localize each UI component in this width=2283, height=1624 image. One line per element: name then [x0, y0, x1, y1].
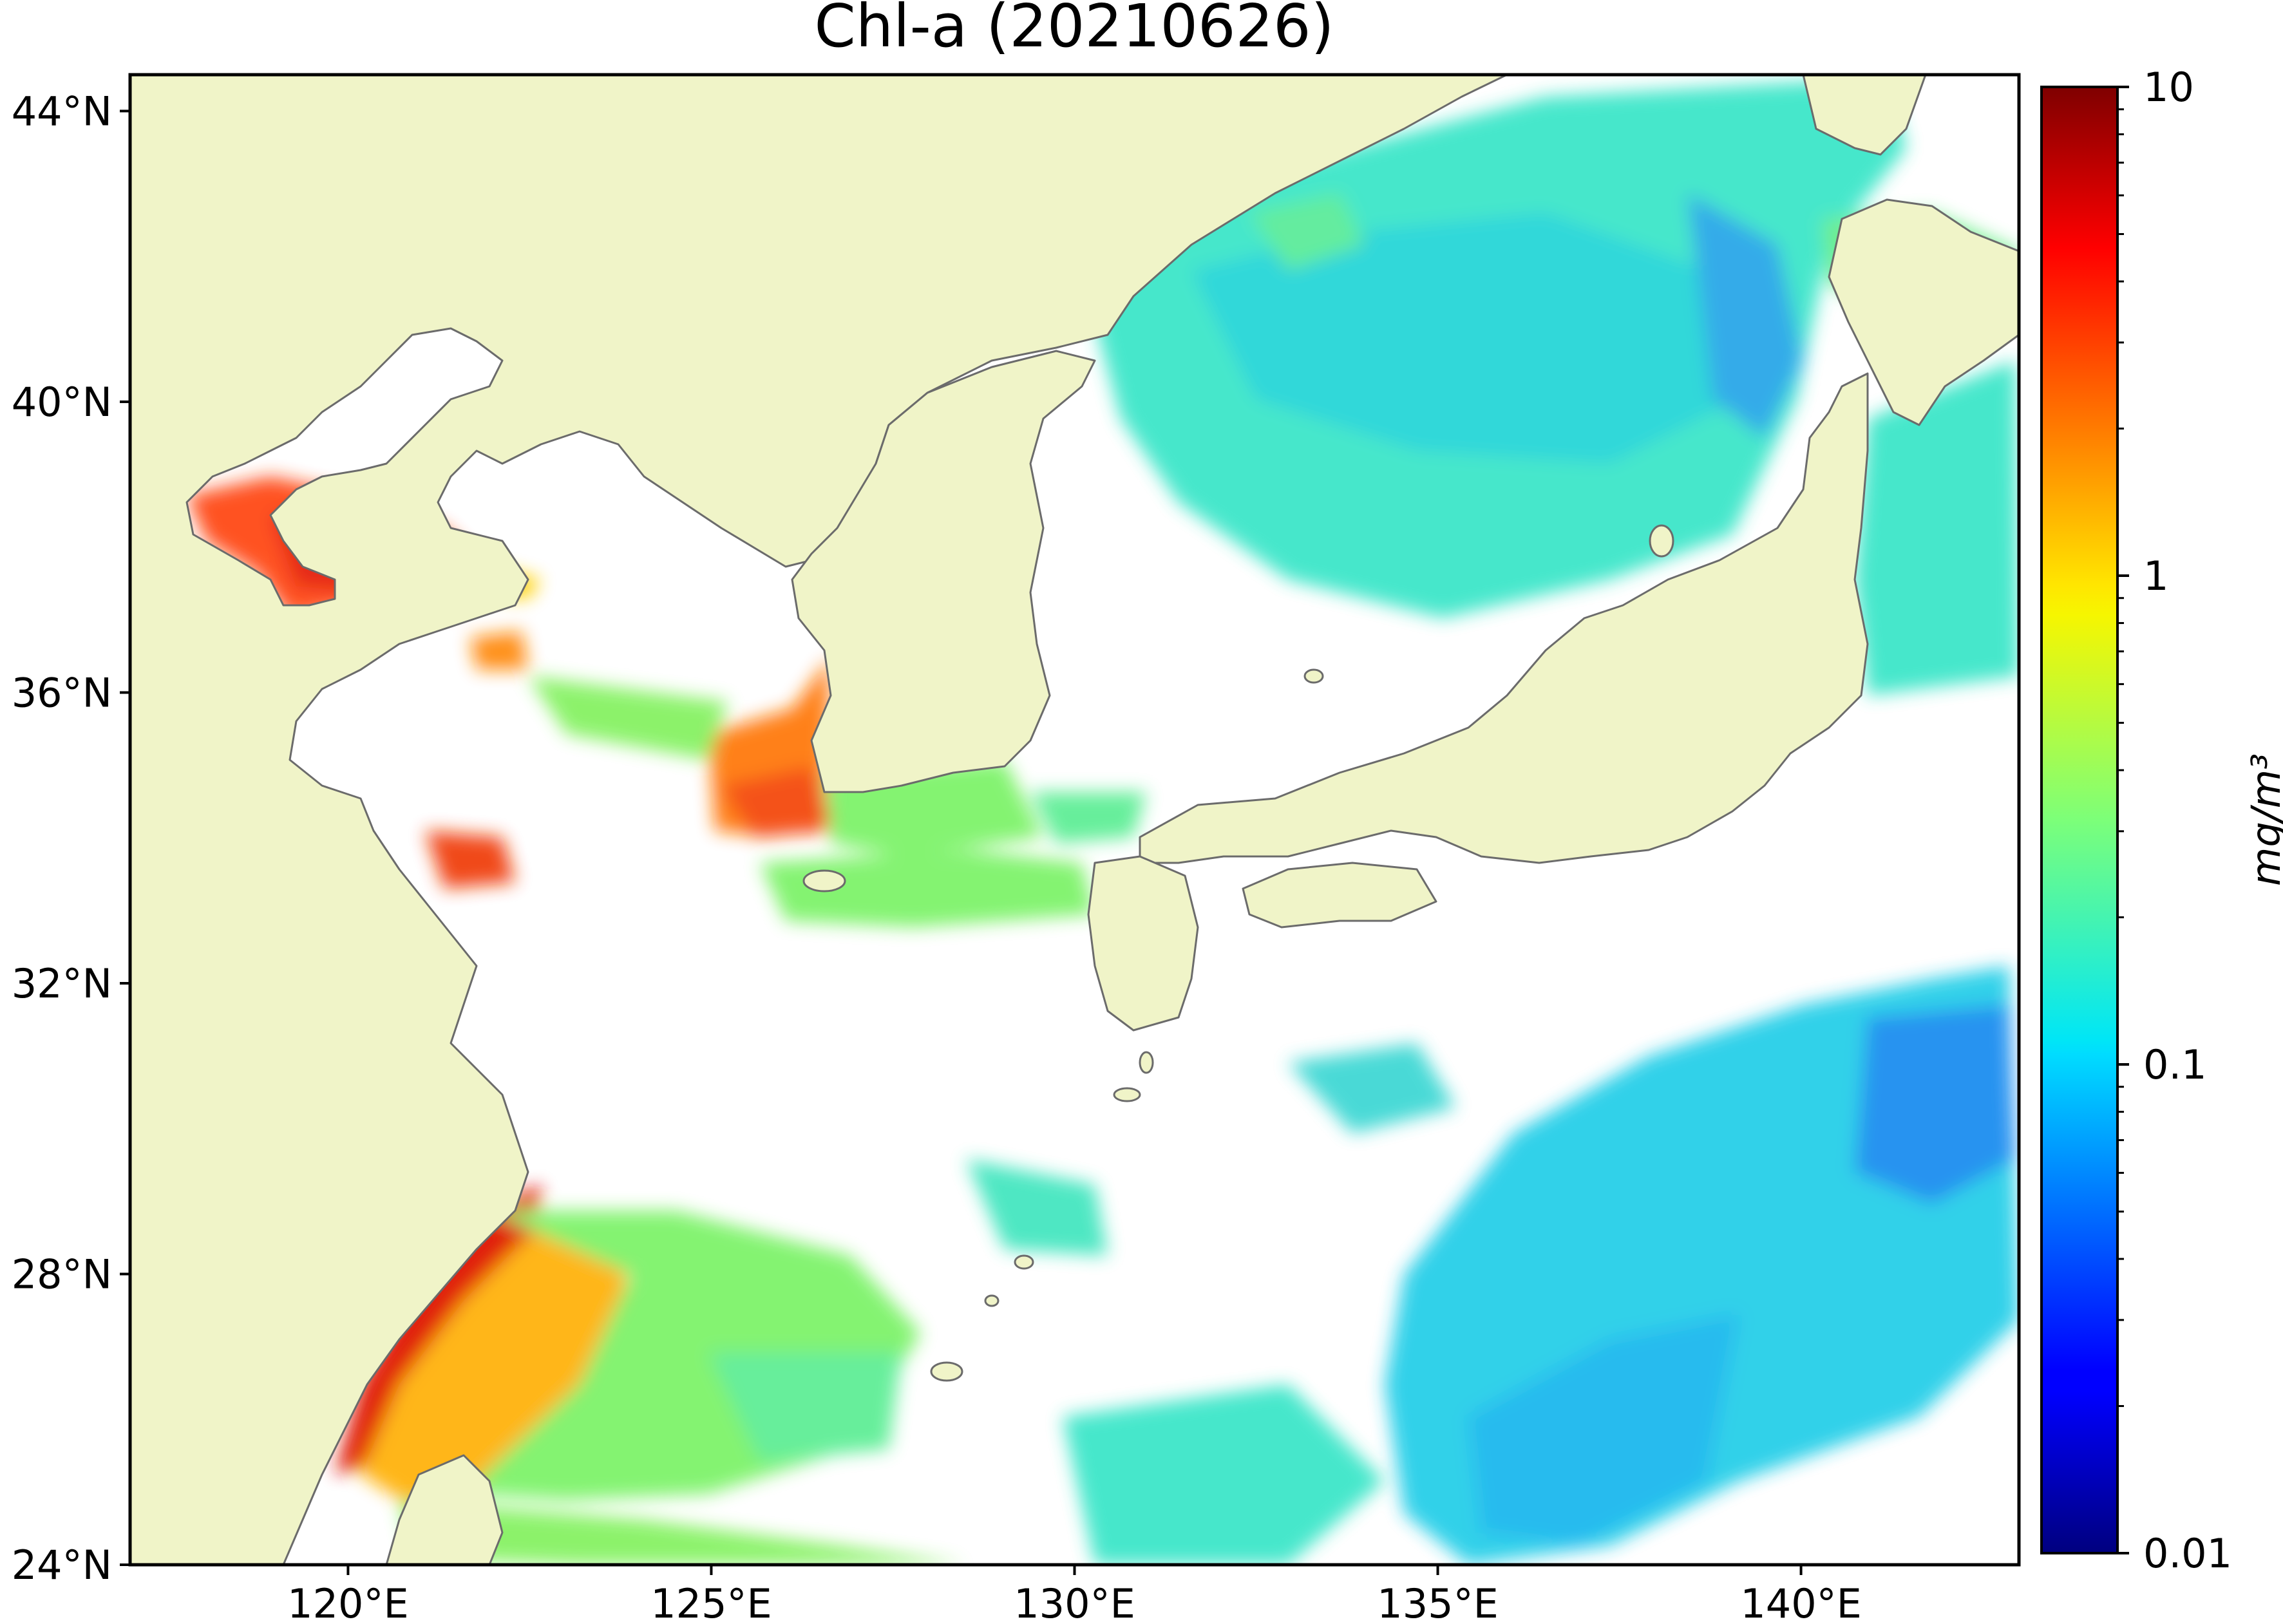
- land-amami: [1113, 1087, 1141, 1102]
- colorbar-tick-label: 0.01: [2143, 1530, 2232, 1577]
- colorbar: 0.01 0.1 1 10 mg/m³: [2040, 64, 2283, 1577]
- land-oki: [1303, 668, 1324, 684]
- lat-tick-label: 28°N: [12, 1251, 112, 1298]
- land-jeju: [802, 869, 846, 892]
- lat-tick-label: 36°N: [12, 669, 112, 716]
- lon-tick-label: 125°E: [650, 1580, 772, 1624]
- land-tanegashima: [1139, 1051, 1154, 1074]
- lon-tick-label: 140°E: [1740, 1580, 1862, 1624]
- lat-tick-label: 32°N: [12, 960, 112, 1007]
- colorbar-tick-label: 1: [2143, 552, 2168, 600]
- land-taiwan: [385, 1454, 504, 1565]
- lat-tick-label: 40°N: [12, 379, 112, 426]
- land-asia-mainland: [130, 75, 1508, 1565]
- lon-tick-label: 120°E: [287, 1580, 409, 1624]
- land-sakhalin: [1802, 75, 1927, 156]
- lon-tick-label: 135°E: [1377, 1580, 1499, 1624]
- colorbar-label: mg/m³: [2242, 753, 2283, 886]
- colorbar-gradient: [2041, 87, 2117, 1553]
- colorbar-tick-label: 10: [2143, 64, 2194, 111]
- lat-tick-label: 44°N: [12, 88, 112, 135]
- lat-axis: 24°N 28°N 32°N 36°N 40°N 44°N: [12, 88, 130, 1589]
- land-ryukyu-2: [1014, 1254, 1034, 1270]
- colorbar-frame: [2040, 86, 2119, 1554]
- colorbar-tick-label: 0.1: [2143, 1041, 2207, 1088]
- land-ryukyu-3: [984, 1294, 999, 1307]
- land-hokkaido: [1828, 198, 2019, 426]
- map-title: Chl-a (20210626): [815, 0, 1334, 61]
- lon-axis: 120°E 125°E 130°E 135°E 140°E: [287, 1565, 1862, 1624]
- land-honshu: [1139, 372, 1869, 864]
- land-masses: [130, 75, 2019, 1565]
- lon-tick-label: 130°E: [1014, 1580, 1135, 1624]
- land-korea: [791, 350, 1096, 793]
- lat-tick-label: 24°N: [12, 1542, 112, 1589]
- land-kyushu: [1087, 855, 1199, 1032]
- land-sado: [1649, 524, 1674, 558]
- map-panel: [130, 75, 2019, 1565]
- land-shikoku: [1242, 862, 1437, 929]
- colorbar-ticks: 0.01 0.1 1 10: [2117, 64, 2232, 1577]
- land-ryukyu-1: [930, 1361, 963, 1382]
